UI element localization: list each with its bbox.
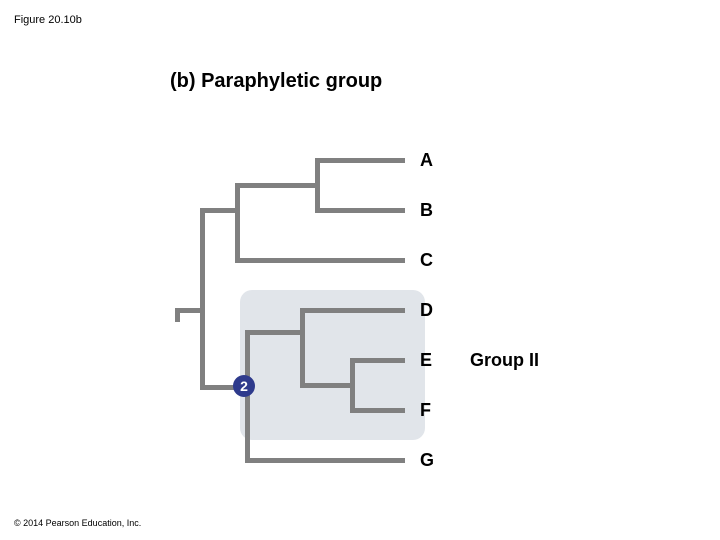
branch-A <box>315 158 405 163</box>
taxon-D: D <box>420 300 433 321</box>
root-tick <box>175 308 180 322</box>
branch-n2-to-nDEF <box>245 330 300 335</box>
branch-nABC-to-nAB <box>235 183 315 188</box>
figure-number: Figure 20.10b <box>14 14 82 26</box>
panel-title: (b) Paraphyletic group <box>170 70 382 93</box>
group-label: Group II <box>470 350 539 371</box>
taxon-E: E <box>420 350 432 371</box>
taxon-A: A <box>420 150 433 171</box>
branch-nDEF-vert <box>300 308 305 388</box>
branch-nDEF-to-nEF <box>300 383 350 388</box>
taxon-G: G <box>420 450 434 471</box>
branch-nAB-vert <box>315 158 320 213</box>
branch-n1-vert <box>200 208 205 390</box>
node-2-label: 2 <box>240 378 248 394</box>
taxon-F: F <box>420 400 431 421</box>
branch-F <box>350 408 405 413</box>
branch-n1-to-nABC <box>200 208 235 213</box>
taxon-B: B <box>420 200 433 221</box>
copyright-text: © 2014 Pearson Education, Inc. <box>14 518 141 528</box>
taxon-C: C <box>420 250 433 271</box>
branch-B <box>315 208 405 213</box>
branch-n2-to-G <box>245 458 405 463</box>
branch-nABC-to-C <box>235 258 405 263</box>
branch-nABC-vert <box>235 183 240 263</box>
branch-nEF-vert <box>350 358 355 413</box>
branch-D <box>300 308 405 313</box>
branch-E <box>350 358 405 363</box>
node-2-marker: 2 <box>233 375 255 397</box>
